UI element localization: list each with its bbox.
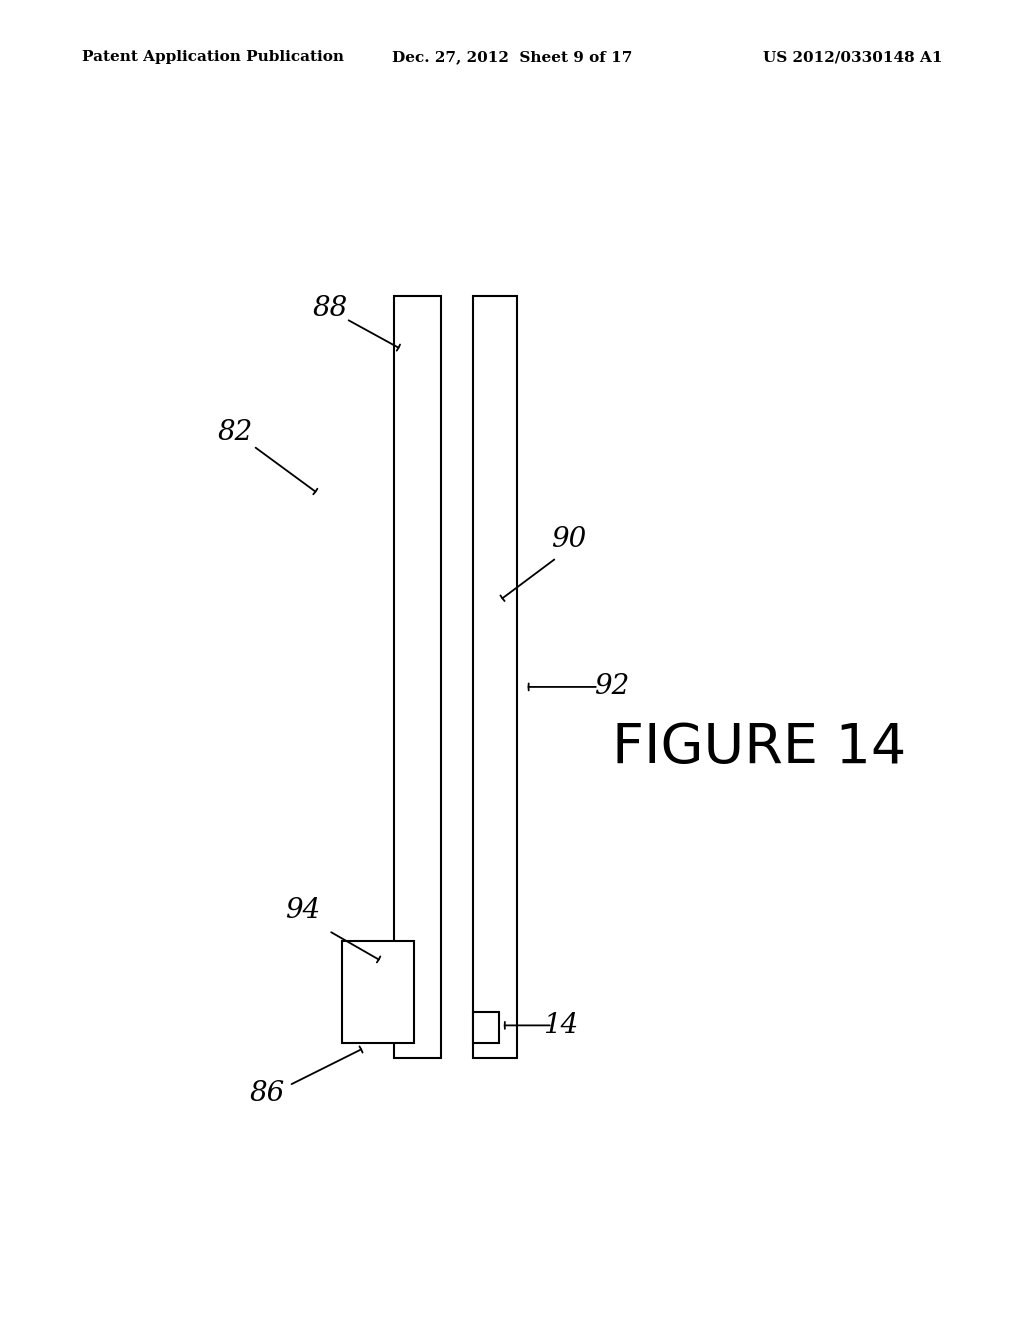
Text: 94: 94 <box>285 898 321 924</box>
Text: 90: 90 <box>551 527 586 553</box>
Text: 88: 88 <box>312 296 348 322</box>
Text: 82: 82 <box>217 420 253 446</box>
Text: 14: 14 <box>543 1012 579 1039</box>
Text: FIGURE 14: FIGURE 14 <box>611 721 906 775</box>
Text: 92: 92 <box>595 673 630 701</box>
Text: 86: 86 <box>249 1080 285 1107</box>
Bar <box>342 941 414 1043</box>
Bar <box>473 1012 500 1043</box>
Text: US 2012/0330148 A1: US 2012/0330148 A1 <box>763 50 942 65</box>
Text: Dec. 27, 2012  Sheet 9 of 17: Dec. 27, 2012 Sheet 9 of 17 <box>392 50 632 65</box>
Text: Patent Application Publication: Patent Application Publication <box>82 50 344 65</box>
Bar <box>473 296 517 1057</box>
Bar <box>394 296 441 1057</box>
